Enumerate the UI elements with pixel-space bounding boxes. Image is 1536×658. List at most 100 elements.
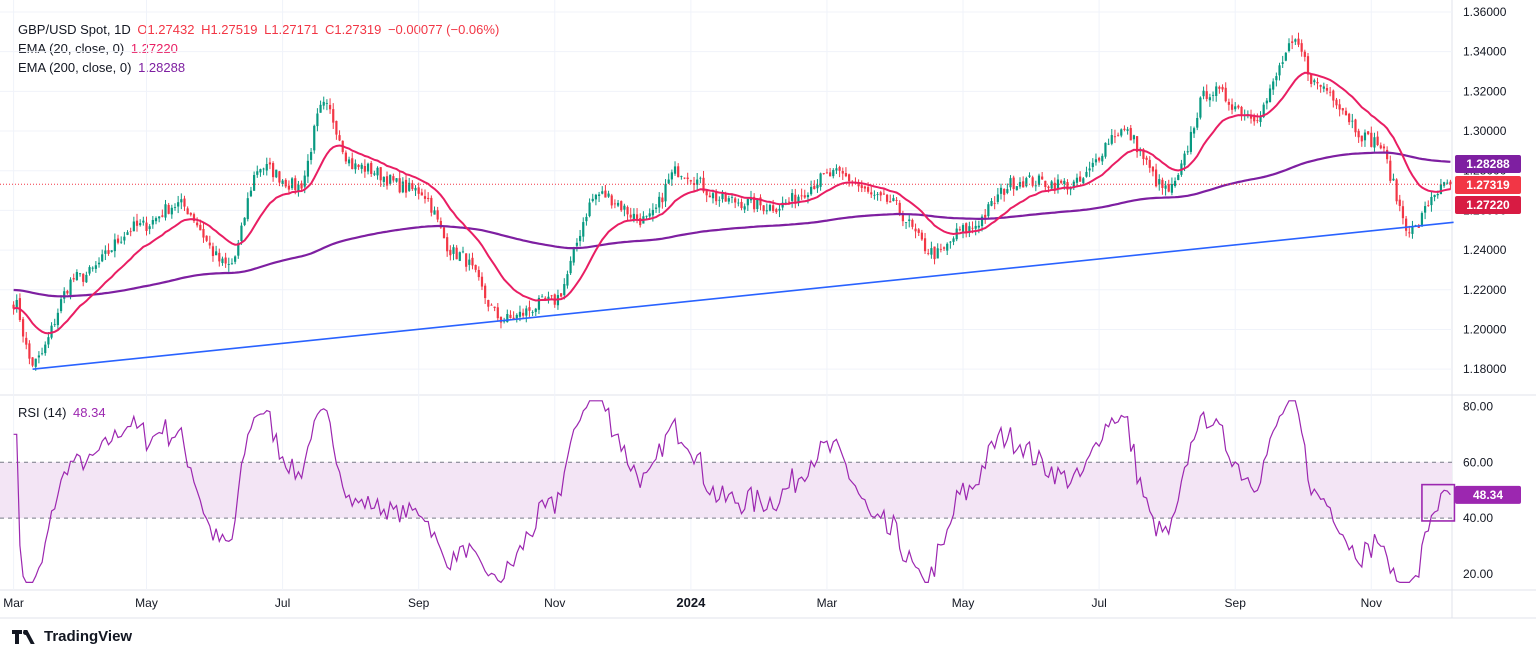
candle-body xyxy=(882,193,886,195)
candle-body xyxy=(531,312,534,313)
candle-body xyxy=(977,225,980,228)
candle-body xyxy=(1072,181,1075,188)
candle-body xyxy=(680,176,683,177)
candle-body xyxy=(1044,180,1047,187)
price-legend: GBP/USD Spot, 1D O1.27432 H1.27519 L1.27… xyxy=(18,22,502,37)
candle-body xyxy=(1060,180,1063,183)
candle-body xyxy=(1025,178,1028,187)
candle-body xyxy=(1117,134,1120,136)
candle-body xyxy=(1088,168,1091,171)
ema20-value: 1.27220 xyxy=(130,41,178,56)
candle-body xyxy=(1085,171,1088,177)
candle-body xyxy=(471,257,474,266)
candle-body xyxy=(408,182,411,191)
candle-body xyxy=(727,198,730,202)
ema200-value: 1.28288 xyxy=(138,60,186,75)
candle-body xyxy=(401,181,404,193)
candle-body xyxy=(1098,157,1101,161)
candle-body xyxy=(974,225,977,229)
candle-body xyxy=(240,225,243,241)
candle-body xyxy=(1183,153,1186,166)
candle-body xyxy=(37,355,41,358)
candle-body xyxy=(1306,56,1310,75)
candle-body xyxy=(1003,188,1006,195)
candle-body xyxy=(559,293,563,297)
time-tick-label: May xyxy=(135,596,158,610)
rsi-legend: RSI (14) 48.34 xyxy=(18,405,109,420)
candle-body xyxy=(797,196,800,204)
candle-body xyxy=(465,253,468,267)
candle-body xyxy=(411,183,414,190)
candle-body xyxy=(895,199,898,201)
candle-body xyxy=(927,253,930,254)
candle-body xyxy=(645,215,648,217)
ema20-label: EMA (20, close, 0) xyxy=(18,41,125,56)
tradingview-brand: TradingView xyxy=(12,628,132,645)
change-value: −0.00077 (−0.06%) xyxy=(387,22,500,37)
candle-body xyxy=(281,180,284,185)
candle-body xyxy=(385,176,389,186)
candle-body xyxy=(360,164,363,169)
candle-body xyxy=(1329,91,1332,93)
candle-body xyxy=(1256,119,1259,121)
candle-body xyxy=(1041,176,1044,180)
candle-body xyxy=(1240,106,1243,116)
candle-body xyxy=(53,324,56,325)
candle-body xyxy=(167,204,170,214)
candle-body xyxy=(594,194,598,200)
candle-body xyxy=(332,109,335,123)
candle-body xyxy=(759,197,762,206)
ema200-line xyxy=(13,151,1451,298)
candle-body xyxy=(335,120,338,135)
candle-body xyxy=(1047,186,1050,189)
candle-body xyxy=(911,219,914,227)
candle-body xyxy=(1056,179,1060,189)
candle-body xyxy=(1101,155,1104,162)
candle-body xyxy=(816,184,819,189)
candle-body xyxy=(525,308,528,316)
price-badge-label: 1.27319 xyxy=(1466,178,1510,192)
candle-body xyxy=(1373,137,1376,148)
candle-body xyxy=(651,209,654,216)
candle-body xyxy=(1135,136,1139,153)
candle-body xyxy=(28,343,31,359)
candle-body xyxy=(1322,86,1325,89)
candle-body xyxy=(873,194,876,196)
candle-body xyxy=(192,214,196,222)
candle-body xyxy=(648,213,651,217)
candle-body xyxy=(889,201,892,203)
candle-body xyxy=(1154,169,1158,187)
time-tick-label: May xyxy=(952,596,975,610)
candle-body xyxy=(1439,184,1443,195)
candle-body xyxy=(148,226,151,230)
candle-body xyxy=(249,190,253,197)
candle-body xyxy=(452,247,455,254)
price-badge xyxy=(1455,155,1521,173)
candle-body xyxy=(1161,179,1164,188)
candle-body xyxy=(1066,181,1069,190)
candle-body xyxy=(1367,131,1370,135)
candle-body xyxy=(1287,43,1291,51)
time-tick-label: Nov xyxy=(1361,596,1382,610)
candle-body xyxy=(126,232,129,235)
candle-body xyxy=(1284,52,1287,61)
candle-body xyxy=(1278,65,1281,76)
candle-body xyxy=(1123,128,1126,130)
candle-body xyxy=(151,219,154,225)
candle-body xyxy=(427,197,430,199)
candle-body xyxy=(768,204,772,211)
candle-body xyxy=(224,257,227,264)
candle-body xyxy=(930,248,933,255)
candle-body xyxy=(1173,180,1177,187)
candle-body xyxy=(237,242,240,256)
candle-body xyxy=(980,216,984,227)
candle-body xyxy=(1189,131,1193,152)
candle-body xyxy=(730,196,734,198)
candle-body xyxy=(398,178,401,193)
candle-body xyxy=(667,179,670,184)
candle-body xyxy=(1158,179,1161,185)
candle-body xyxy=(1319,84,1322,87)
candle-body xyxy=(772,205,775,212)
candle-body xyxy=(958,229,961,231)
